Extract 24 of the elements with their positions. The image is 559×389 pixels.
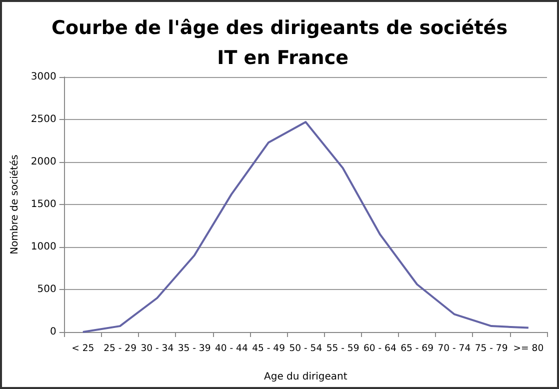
x-tick-label: 35 - 39 bbox=[178, 343, 211, 354]
y-tick-label: 2500 bbox=[30, 114, 56, 125]
x-tick-label: 75 - 79 bbox=[474, 343, 508, 354]
y-tick-label: 2000 bbox=[30, 156, 56, 168]
x-tick-label: 50 - 54 bbox=[289, 343, 322, 354]
y-axis-title: Nombre de sociétés bbox=[10, 154, 20, 254]
x-tick-label: < 25 bbox=[72, 343, 94, 354]
y-tick-label: 500 bbox=[37, 284, 56, 295]
x-tick-label: 30 - 34 bbox=[140, 343, 174, 354]
y-tick-label: 0 bbox=[50, 326, 56, 338]
chart-title: Courbe de l'âge des dirigeants de sociétés IT en France bbox=[52, 17, 508, 69]
y-tick-label: 3000 bbox=[30, 72, 56, 82]
x-tick-label: 65 - 69 bbox=[400, 343, 434, 354]
x-tick-label: >= 80 bbox=[513, 343, 544, 354]
y-tick-label: 1500 bbox=[30, 199, 56, 210]
x-axis-title: Age du dirigeant bbox=[264, 372, 348, 382]
x-tick-label: 70 - 74 bbox=[438, 343, 471, 354]
x-tick-label: 45 - 49 bbox=[252, 343, 286, 354]
x-tick-label: 55 - 59 bbox=[326, 343, 360, 354]
line-series bbox=[82, 121, 530, 333]
x-tick-label: 60 - 64 bbox=[363, 343, 396, 354]
x-tick-label: 40 - 44 bbox=[214, 343, 248, 354]
x-tick-label: 25 - 29 bbox=[104, 343, 137, 354]
y-tick-label: 1000 bbox=[30, 242, 56, 252]
